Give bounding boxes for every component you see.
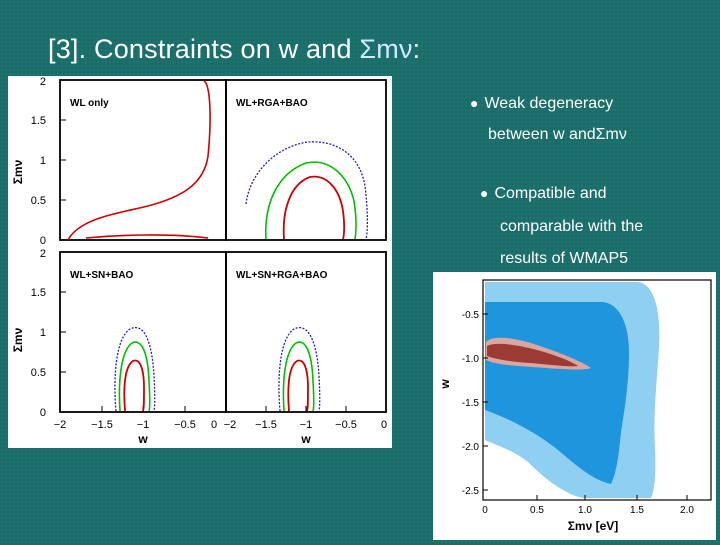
panel-label-1: WL only xyxy=(70,98,109,109)
bullet-2-line2: comparable with the xyxy=(500,218,644,235)
xlabel-right: w xyxy=(300,432,311,446)
ylabel-bottom: Σmν xyxy=(11,327,25,352)
panel-label-3: WL+SN+BAO xyxy=(70,270,134,281)
wmap-xlabel: Σmν [eV] xyxy=(568,519,619,533)
wmap-ticks xyxy=(483,313,688,500)
panel-frame-2 xyxy=(225,79,387,241)
ylabel-top: Σmν xyxy=(11,159,25,184)
wmap-ytick--2.0: -2.0 xyxy=(462,442,480,453)
panel-label-2: WL+RGA+BAO xyxy=(236,98,308,109)
xtick-left--2: −2 xyxy=(54,419,67,431)
wmap-xtick-1.0: 1.0 xyxy=(578,505,592,516)
wmap-xtick-2.0: 2.0 xyxy=(680,505,694,516)
contour-p3-95 xyxy=(118,341,151,412)
wmap-xtick-0: 0 xyxy=(482,505,488,516)
bullet-2: ● Compatible and xyxy=(480,185,607,202)
wmap-ylabel: w xyxy=(438,379,452,390)
figure-wmap5: -0.5 -1.0 -1.5 -2.0 -2.5 0 0.5 1.0 1.5 2… xyxy=(433,272,716,540)
ytick-bottom-2: 2 xyxy=(40,248,46,260)
ytick-top-0.5: 0.5 xyxy=(31,195,46,207)
wmap-ytick--2.5: -2.5 xyxy=(462,486,480,497)
ytick-top-0: 0 xyxy=(40,235,46,247)
xtick-right--1: −1 xyxy=(300,419,313,431)
ytick-bottom-0: 0 xyxy=(40,407,46,419)
figure-wl-constraints: WL only WL+RGA+BAO WL+SN+BAO WL+SN+RGA+B… xyxy=(8,76,392,448)
contour-p4-68 xyxy=(287,359,309,412)
xtick-right-0: 0 xyxy=(381,419,387,431)
bullet-dot-icon: ● xyxy=(480,185,489,201)
bullet-1: ● Weak degeneracy xyxy=(470,95,614,112)
contour-p3-68 xyxy=(123,359,145,412)
wmap-xtick-1.5: 1.5 xyxy=(630,505,644,516)
contour-p3-99 xyxy=(114,326,156,412)
wmap-ytick--0.5: -0.5 xyxy=(462,310,480,321)
panel-label-4: WL+SN+RGA+BAO xyxy=(236,270,328,281)
wmap-xtick-0.5: 0.5 xyxy=(530,505,544,516)
xtick-left--1: −1 xyxy=(137,419,150,431)
contour-wl-only-95 xyxy=(67,80,211,241)
xlabel-left: w xyxy=(137,432,148,446)
ytick-bottom-1: 1 xyxy=(40,327,46,339)
xtick-right--1.5: −1.5 xyxy=(255,419,277,431)
ytick-bottom-1.5: 1.5 xyxy=(31,287,46,299)
xtick-right--0.5: −0.5 xyxy=(335,419,357,431)
bullet-dot-icon: ● xyxy=(470,95,479,111)
contour-p2-95 xyxy=(265,161,357,240)
contour-p4-99 xyxy=(278,326,321,412)
ytick-top-2: 2 xyxy=(40,76,46,88)
contour-p2-99 xyxy=(245,141,369,240)
wmap-ytick--1.0: -1.0 xyxy=(462,354,480,365)
contour-p2-68 xyxy=(282,175,346,240)
contour-p4-95 xyxy=(282,341,315,412)
xtick-left--0.5: −0.5 xyxy=(174,419,196,431)
xtick-left-0: 0 xyxy=(211,419,217,431)
bullet-2-line3: results of WMAP5 xyxy=(500,250,629,267)
ytick-top-1: 1 xyxy=(40,155,46,167)
bullet-1-line2: between w andΣmν xyxy=(488,126,627,143)
xtick-left--1.5: −1.5 xyxy=(91,419,113,431)
wmap-ytick--1.5: -1.5 xyxy=(462,398,480,409)
wmap-combined-68 xyxy=(487,343,578,367)
xtick-right--2: −2 xyxy=(224,419,237,431)
ytick-top-1.5: 1.5 xyxy=(31,115,46,127)
slide-title: [3]. Constraints on w and Σmν: xyxy=(48,34,421,64)
ytick-bottom-0.5: 0.5 xyxy=(31,367,46,379)
